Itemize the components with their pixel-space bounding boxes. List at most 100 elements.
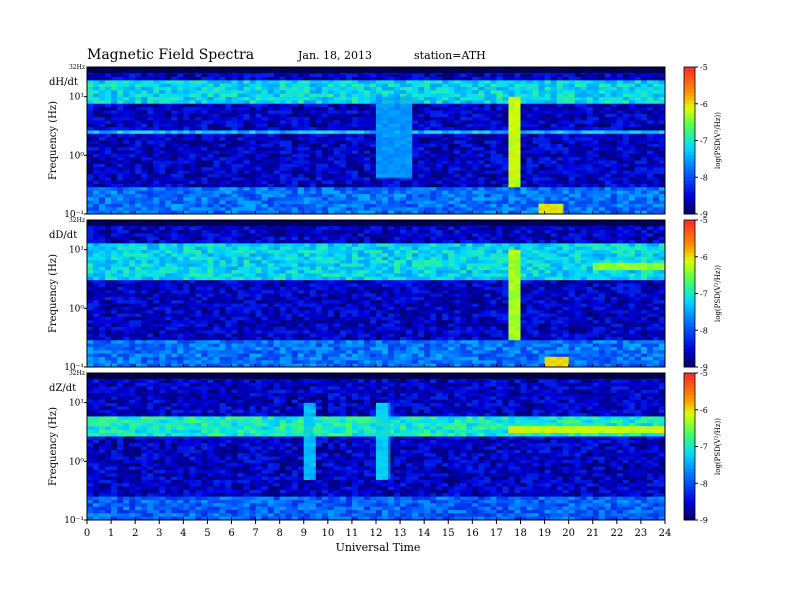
- spectrogram-cell: [556, 230, 564, 234]
- spectrogram-cell: [129, 197, 136, 202]
- spectrogram-cell: [315, 180, 323, 185]
- spectrogram-cell: [406, 236, 413, 241]
- spectrogram-cell: [315, 113, 323, 118]
- spectrogram-cell: [622, 160, 630, 165]
- spectrogram-cell: [231, 103, 238, 108]
- spectrogram-cell: [538, 103, 545, 108]
- spectrogram-cell: [147, 103, 154, 108]
- spectrogram-cell: [333, 157, 341, 161]
- spectrogram-cell: [279, 193, 287, 198]
- spectrogram-cell: [219, 117, 226, 121]
- spectrogram-cell: [514, 80, 521, 85]
- colorbar-cell: [684, 206, 695, 211]
- spectrogram-cell: [309, 240, 317, 244]
- spectrogram-cell: [628, 73, 636, 78]
- spectrogram-cell: [231, 107, 238, 111]
- spectrogram-cell: [472, 87, 479, 91]
- spectrogram-cell: [363, 180, 371, 185]
- spectrogram-cell: [400, 90, 407, 95]
- spectrogram-cell: [382, 87, 389, 91]
- spectrogram-cell: [345, 193, 353, 198]
- spectrogram-cell: [123, 137, 130, 141]
- spectrogram-cell: [622, 207, 630, 212]
- spectrogram-cell: [363, 190, 371, 195]
- spectrogram-cell: [303, 117, 311, 121]
- spectrogram-cell: [117, 90, 124, 95]
- spectrogram-cell: [225, 153, 232, 158]
- spectrogram-cell: [478, 80, 485, 85]
- spectrogram-cell: [363, 117, 371, 121]
- spectrogram-cell: [183, 90, 190, 95]
- spectrogram-cell: [616, 90, 624, 95]
- spectrogram-cell: [658, 140, 666, 145]
- spectrogram-cell: [285, 150, 293, 155]
- spectrogram-cell: [448, 140, 455, 145]
- spectrogram-cell: [562, 190, 570, 195]
- spectrogram-cell: [273, 226, 281, 231]
- spectrogram-cell: [490, 143, 497, 148]
- spectrogram-cell: [213, 157, 220, 161]
- spectrogram-cell: [249, 93, 256, 98]
- spectrogram-cell: [171, 157, 178, 161]
- spectrogram-cell: [195, 83, 202, 88]
- spectrogram-cell: [424, 163, 431, 168]
- spectrogram-cell: [418, 230, 425, 234]
- spectrogram-cell: [652, 153, 660, 158]
- spectrogram-cell: [135, 93, 142, 98]
- spectrogram-cell: [273, 210, 281, 215]
- spectrogram-cell: [592, 210, 600, 215]
- spectrogram-cell: [460, 150, 467, 155]
- spectrogram-cell: [616, 203, 624, 208]
- spectrogram-cell: [105, 207, 112, 212]
- spectrogram-cell: [231, 180, 238, 185]
- spectrogram-cell: [165, 157, 172, 161]
- spectrogram-cell: [333, 130, 341, 135]
- spectrogram-cell: [87, 190, 94, 195]
- spectrogram-cell: [424, 83, 431, 88]
- spectrogram-cell: [213, 187, 220, 192]
- spectrogram-cell: [243, 120, 250, 125]
- spectrogram-cell: [243, 190, 250, 195]
- spectrogram-cell: [574, 163, 582, 168]
- spectrogram-cell: [460, 100, 467, 105]
- spectrogram-cell: [418, 183, 425, 188]
- spectrogram-cell: [369, 200, 377, 205]
- spectrogram-cell: [448, 90, 455, 95]
- spectrogram-cell: [213, 90, 220, 95]
- spectrogram-cell: [454, 120, 461, 125]
- spectrogram-cell: [622, 117, 630, 121]
- spectrogram-cell: [544, 230, 551, 234]
- spectrogram-cell: [442, 83, 449, 88]
- spectrogram-cell: [604, 113, 612, 118]
- spectrogram-cell: [550, 173, 558, 178]
- spectrogram-cell: [339, 100, 347, 105]
- spectrogram-cell: [538, 90, 545, 95]
- spectrogram-cell: [478, 140, 485, 145]
- spectrogram-cell: [159, 127, 166, 131]
- spectrogram-cell: [412, 107, 419, 111]
- spectrogram-cell: [147, 160, 154, 165]
- spectrogram-cell: [430, 150, 437, 155]
- spectrogram-cell: [622, 203, 630, 208]
- spectrogram-cell: [646, 87, 654, 91]
- spectrogram-cell: [604, 180, 612, 185]
- spectrogram-cell: [189, 90, 196, 95]
- event-streak: [508, 96, 521, 187]
- spectrogram-cell: [424, 203, 431, 208]
- spectrogram-cell: [640, 103, 648, 108]
- spectrogram-cell: [526, 193, 533, 198]
- spectrogram-cell: [544, 73, 551, 78]
- spectrogram-cell: [400, 197, 407, 202]
- spectrogram-cell: [117, 236, 124, 241]
- spectrogram-cell: [634, 170, 642, 175]
- spectrogram-cell: [502, 187, 509, 192]
- spectrogram-cell: [610, 240, 618, 244]
- spectrogram-cell: [105, 107, 112, 111]
- spectrogram-cell: [514, 200, 521, 205]
- spectrogram-cell: [454, 193, 461, 198]
- spectrogram-cell: [117, 107, 124, 111]
- spectrogram-cell: [478, 137, 485, 141]
- spectrogram-cell: [472, 83, 479, 88]
- spectrogram-cell: [297, 100, 305, 105]
- spectrogram-cell: [502, 100, 509, 105]
